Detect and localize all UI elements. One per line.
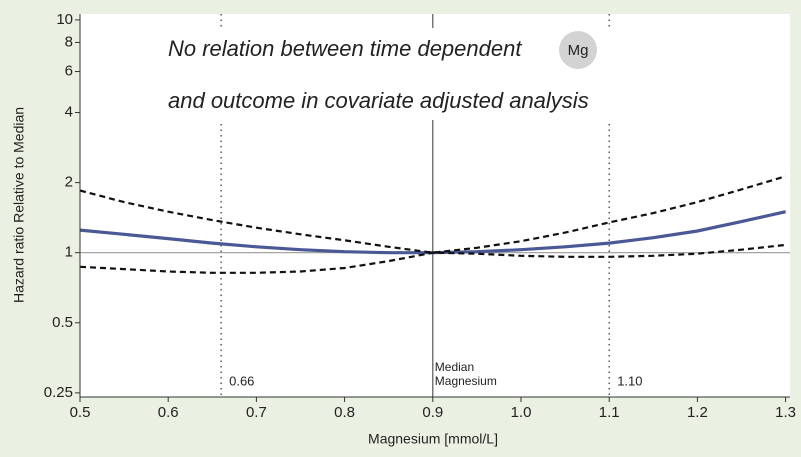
x-tick-label: 1.2: [687, 404, 708, 421]
x-tick-label: 0.7: [246, 404, 267, 421]
y-tick-label: 2: [65, 174, 73, 191]
series-line: [79, 175, 786, 254]
reference-label: 0.66: [229, 373, 254, 388]
series-line: [79, 243, 786, 274]
y-tick-label: 1: [65, 244, 73, 261]
badge-label: Mg: [568, 42, 589, 59]
x-tick-label: 0.8: [334, 404, 355, 421]
reference-label: Magnesium: [435, 374, 497, 388]
x-axis-label: Magnesium [mmol/L]: [368, 431, 498, 447]
x-tick-label: 1.3: [775, 404, 796, 421]
y-tick-label: 4: [65, 104, 73, 121]
y-tick-label: 0.25: [44, 384, 73, 401]
x-tick-label: 1.1: [599, 404, 620, 421]
y-tick-label: 8: [65, 33, 73, 50]
x-tick-label: 0.6: [158, 404, 179, 421]
y-axis-label: Hazard ratio Relative to Median: [11, 107, 27, 303]
y-tick-label: 10: [56, 11, 73, 28]
reference-label: Median: [435, 360, 474, 374]
x-tick-label: 0.5: [70, 404, 91, 421]
badge: [559, 31, 597, 69]
x-tick-label: 0.9: [422, 404, 443, 421]
y-tick-label: 6: [65, 63, 73, 80]
annotation: No relation between time dependent: [168, 36, 522, 61]
y-tick-label: 0.5: [52, 314, 73, 331]
x-tick-label: 1.0: [511, 404, 532, 421]
reference-label: 1.10: [617, 373, 642, 388]
annotation: and outcome in covariate adjusted analys…: [168, 88, 589, 113]
